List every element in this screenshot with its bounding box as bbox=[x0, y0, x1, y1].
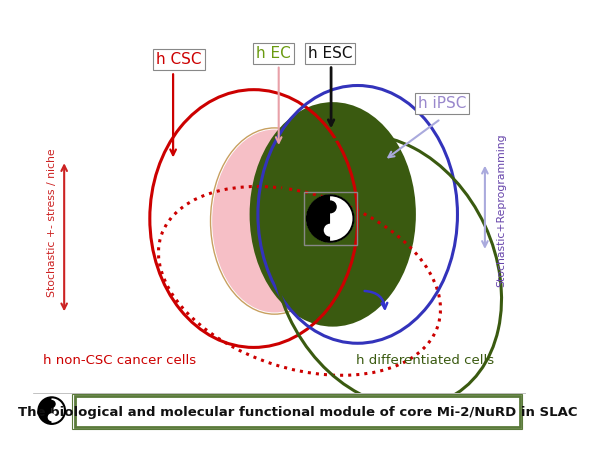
Bar bbox=[33, 393, 527, 432]
FancyBboxPatch shape bbox=[75, 396, 520, 427]
Text: Stochastic +- stress / niche: Stochastic +- stress / niche bbox=[47, 148, 57, 297]
Wedge shape bbox=[52, 397, 65, 424]
Text: h EC: h EC bbox=[256, 46, 291, 61]
Text: h differentiated cells: h differentiated cells bbox=[356, 354, 494, 367]
Text: h ESC: h ESC bbox=[308, 46, 352, 61]
Wedge shape bbox=[39, 397, 52, 424]
Circle shape bbox=[39, 397, 65, 424]
Circle shape bbox=[324, 224, 336, 236]
Text: h non-CSC cancer cells: h non-CSC cancer cells bbox=[43, 354, 196, 367]
Circle shape bbox=[49, 414, 55, 421]
Circle shape bbox=[307, 195, 353, 242]
Text: The biological and molecular functional module of core Mi-2/NuRD in SLAC: The biological and molecular functional … bbox=[18, 406, 578, 419]
Ellipse shape bbox=[212, 130, 337, 312]
Text: h iPSC: h iPSC bbox=[417, 96, 466, 111]
Ellipse shape bbox=[250, 102, 416, 327]
Text: h CSC: h CSC bbox=[157, 52, 202, 67]
Wedge shape bbox=[307, 195, 330, 242]
Circle shape bbox=[49, 401, 55, 407]
Text: Stochastic+Reprogramming: Stochastic+Reprogramming bbox=[496, 134, 506, 287]
Circle shape bbox=[324, 201, 336, 213]
Wedge shape bbox=[330, 195, 353, 242]
